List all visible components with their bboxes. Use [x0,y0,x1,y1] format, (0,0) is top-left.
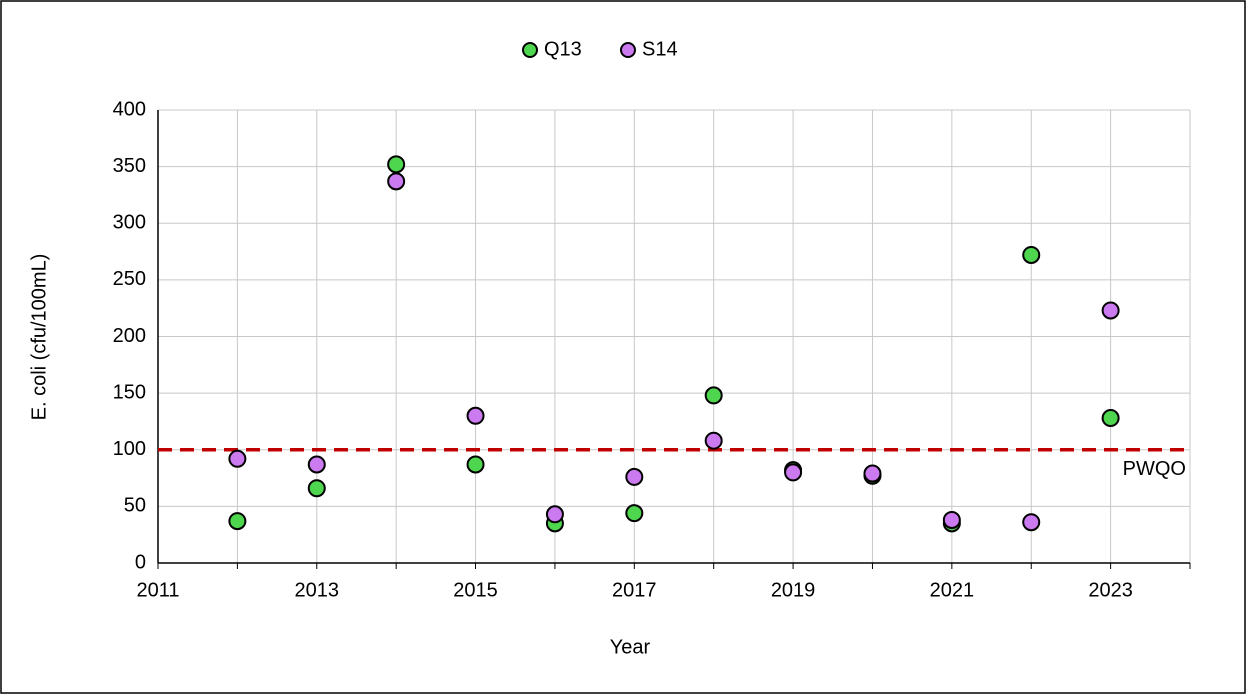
point [307,479,326,498]
legend-marker [620,42,636,58]
point [1101,409,1120,428]
point [387,155,406,174]
point [625,467,644,486]
y-tick-label: 150 [113,381,146,403]
point [545,505,564,524]
point [704,386,723,405]
x-tick-label: 2023 [1088,579,1133,601]
x-axis-label: Year [610,636,651,658]
y-tick-label: 300 [113,212,146,234]
point [387,172,406,191]
reference-label: PWQO [1123,458,1186,480]
y-tick-label: 100 [113,438,146,460]
y-tick-label: 50 [124,495,146,517]
y-tick-label: 400 [113,98,146,120]
point [942,510,961,529]
y-tick-label: 0 [135,551,146,573]
y-axis-label: E. coli (cfu/100mL) [28,254,50,421]
point [784,463,803,482]
x-tick-label: 2015 [453,579,498,601]
point [307,455,326,474]
point [1022,513,1041,532]
legend-marker [522,42,538,58]
x-tick-label: 2011 [136,579,179,601]
point [466,455,485,474]
point [625,504,644,523]
x-tick-label: 2019 [771,579,816,601]
point [228,449,247,468]
y-tick-label: 350 [113,155,146,177]
x-tick-label: 2021 [930,579,975,601]
legend-label: S14 [642,38,678,60]
y-tick-label: 200 [113,325,146,347]
x-tick-label: 2013 [295,579,340,601]
x-tick-label: 2017 [612,579,657,601]
point [228,512,247,531]
point [1101,301,1120,320]
point [1022,245,1041,264]
y-tick-label: 250 [113,268,146,290]
point [863,464,882,483]
point [466,406,485,425]
point [704,431,723,450]
legend-label: Q13 [544,38,582,60]
